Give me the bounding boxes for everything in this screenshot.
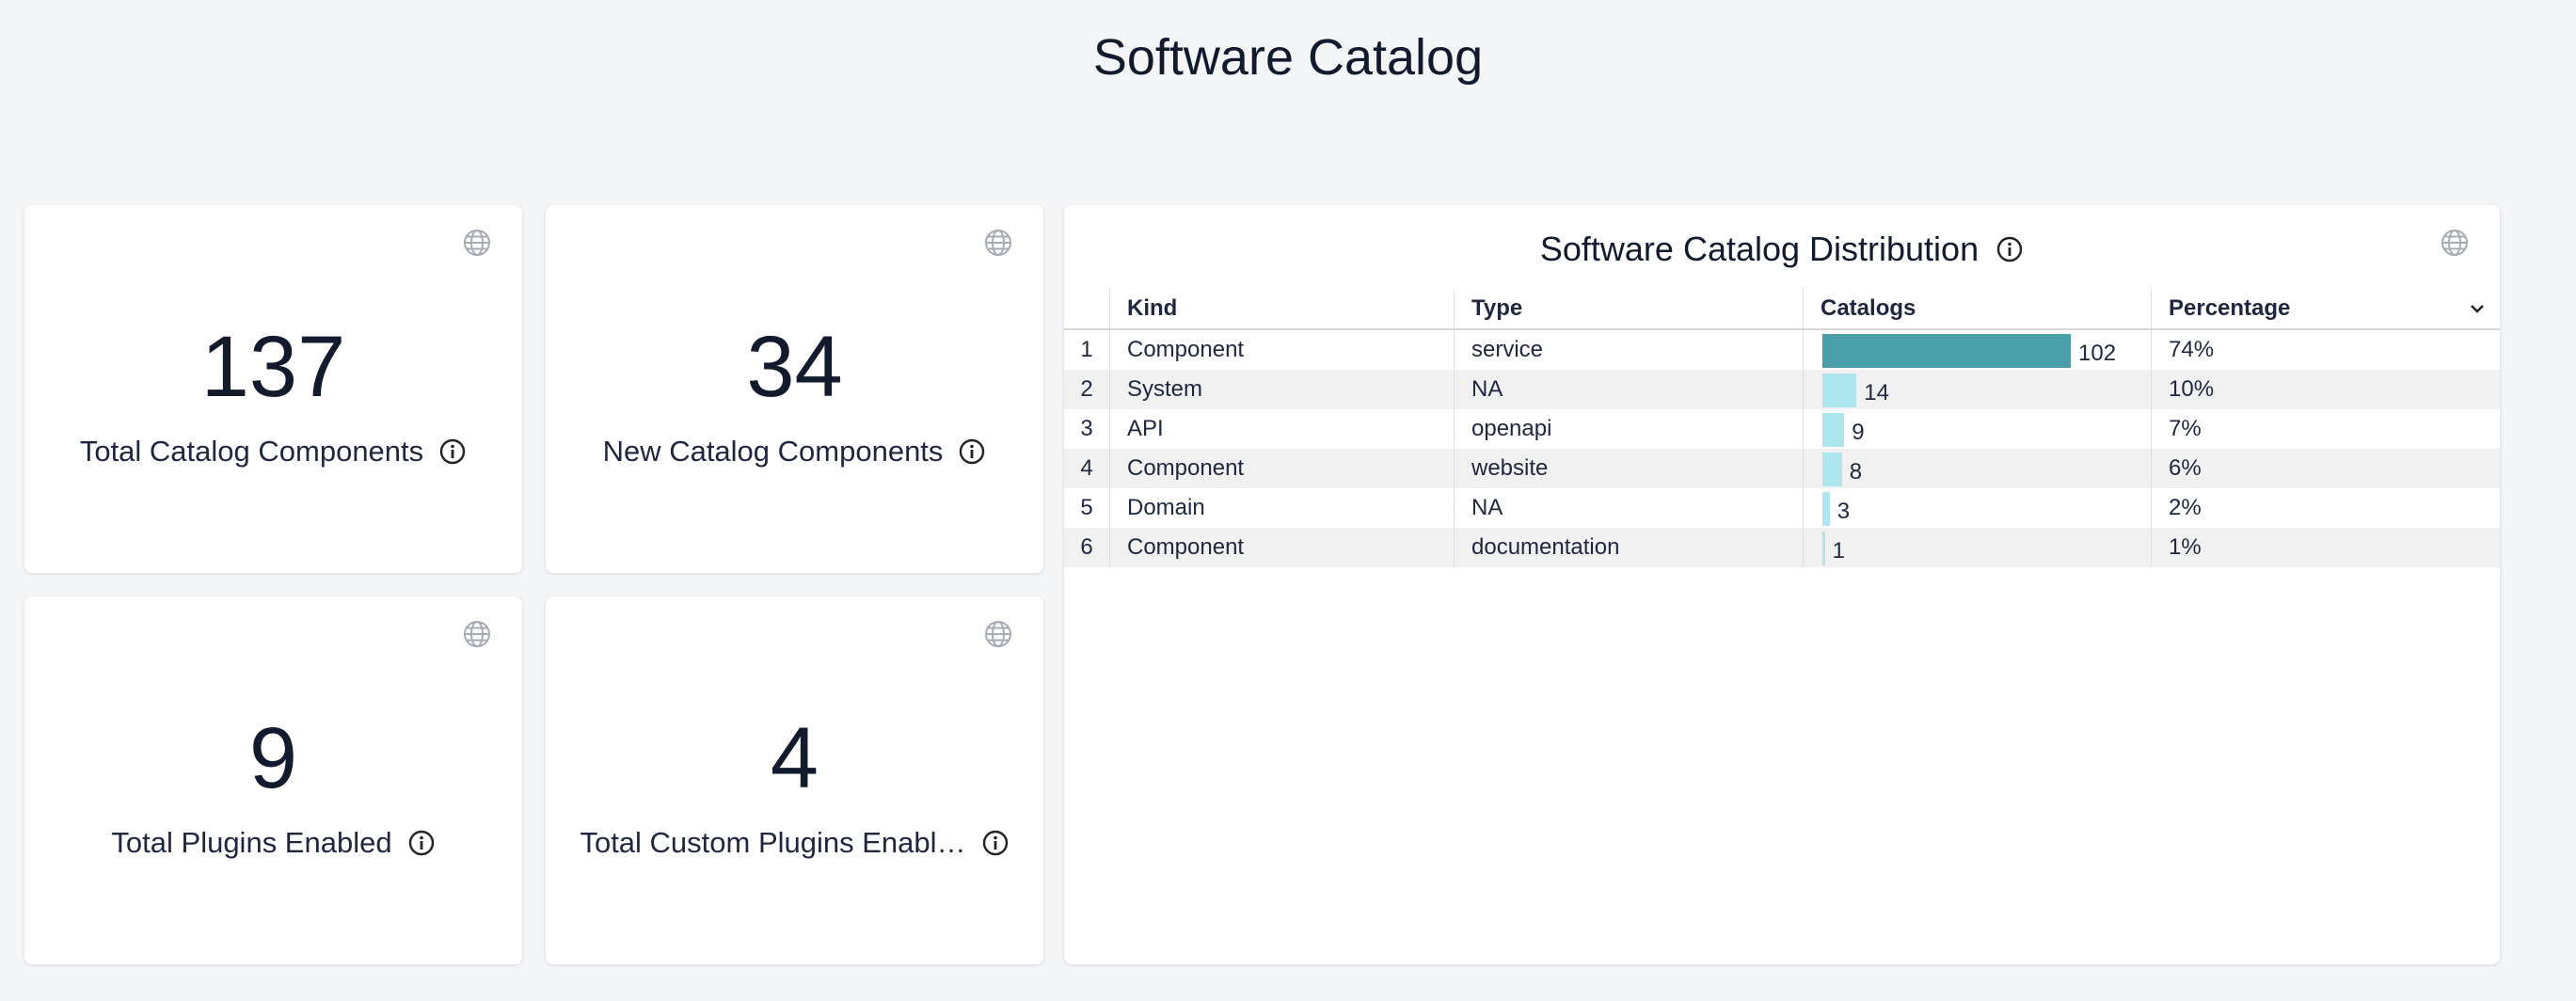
catalog-value: 14 <box>1864 380 1889 405</box>
globe-icon[interactable] <box>983 228 1013 258</box>
table-row: 4 Component website 8 6% <box>1064 449 2500 488</box>
cell-percentage: 6% <box>2151 449 2500 488</box>
page-title: Software Catalog <box>1092 29 1484 86</box>
info-icon[interactable] <box>958 437 986 466</box>
row-number-header <box>1064 289 1109 328</box>
cell-catalogs: 14 <box>1803 370 2151 409</box>
catalog-value: 3 <box>1837 499 1851 524</box>
metric-label: Total Custom Plugins Enabl… <box>580 826 966 859</box>
cell-kind: API <box>1109 409 1454 449</box>
cell-percentage: 10% <box>2151 370 2500 409</box>
cell-catalogs: 9 <box>1803 409 2151 449</box>
table-row: 3 API openapi 9 7% <box>1064 409 2500 449</box>
metric-label: New Catalog Components <box>602 435 944 468</box>
row-number: 5 <box>1080 495 1093 520</box>
globe-icon[interactable] <box>2440 228 2470 258</box>
info-icon[interactable] <box>438 437 467 466</box>
row-number: 2 <box>1080 376 1093 402</box>
table-header-row: Kind Type Catalogs Percentage <box>1064 289 2500 330</box>
cell-percentage: 1% <box>2151 528 2500 567</box>
table-card: Software Catalog Distribution Kind Type Ca… <box>1064 205 2500 964</box>
cell-kind: Component <box>1109 528 1454 567</box>
info-icon[interactable] <box>407 829 436 857</box>
catalog-bar <box>1822 334 2071 368</box>
globe-icon[interactable] <box>462 228 492 258</box>
cell-type: NA <box>1454 488 1803 528</box>
catalog-value: 102 <box>2078 341 2117 366</box>
metric-label-row: Total Catalog Components <box>24 435 522 469</box>
catalog-bar <box>1822 413 1845 447</box>
catalog-bar <box>1822 492 1830 526</box>
table-row: 6 Component documentation 1 1% <box>1064 528 2500 567</box>
metric-label-row: New Catalog Components <box>546 435 1043 469</box>
column-header: Catalogs <box>1803 289 2151 328</box>
cell-percentage: 7% <box>2151 409 2500 449</box>
sort-icon[interactable] <box>2468 299 2487 318</box>
cell-catalogs: 8 <box>1803 449 2151 488</box>
table-row: 1 Component service 102 74% <box>1064 330 2500 370</box>
cell-kind: Domain <box>1109 488 1454 528</box>
metric-card: 34 New Catalog Components <box>546 205 1043 573</box>
cell-type: service <box>1454 330 1803 370</box>
column-header: Type <box>1454 289 1803 328</box>
metric-label-row: Total Plugins Enabled <box>24 826 522 860</box>
table-row: 2 System NA 14 10% <box>1064 370 2500 409</box>
metric-value: 34 <box>746 319 843 415</box>
catalog-value: 1 <box>1832 538 1845 564</box>
row-number: 1 <box>1080 337 1093 362</box>
cell-percentage: 74% <box>2151 330 2500 370</box>
metric-value: 9 <box>248 710 298 806</box>
column-header: Kind <box>1109 289 1454 328</box>
globe-icon[interactable] <box>462 619 492 649</box>
metric-value: 137 <box>200 319 346 415</box>
table-title: Software Catalog Distribution <box>1539 230 1980 268</box>
cell-catalogs: 102 <box>1803 330 2151 370</box>
catalog-bar <box>1822 453 1842 486</box>
metric-card: 137 Total Catalog Components <box>24 205 522 573</box>
cell-type: openapi <box>1454 409 1803 449</box>
catalog-bar <box>1822 373 1857 407</box>
metric-label: Total Plugins Enabled <box>111 826 392 859</box>
catalog-value: 8 <box>1849 459 1863 485</box>
row-number: 4 <box>1080 455 1093 481</box>
catalog-bar <box>1822 532 1825 565</box>
info-icon[interactable] <box>1996 235 2024 263</box>
metric-card: 9 Total Plugins Enabled <box>24 596 522 964</box>
row-number: 6 <box>1080 534 1093 560</box>
cell-kind: System <box>1109 370 1454 409</box>
metric-label-row: Total Custom Plugins Enabl… <box>546 826 1043 860</box>
cell-catalogs: 1 <box>1803 528 2151 567</box>
table: Kind Type Catalogs Percentage 1 Component serv… <box>1064 289 2500 567</box>
metric-value: 4 <box>770 710 819 806</box>
cell-type: documentation <box>1454 528 1803 567</box>
table-row: 5 Domain NA 3 2% <box>1064 488 2500 528</box>
info-icon[interactable] <box>981 829 1010 857</box>
catalog-value: 9 <box>1852 420 1865 445</box>
row-number: 3 <box>1080 416 1093 441</box>
cell-type: website <box>1454 449 1803 488</box>
column-header: Percentage <box>2151 289 2500 328</box>
globe-icon[interactable] <box>983 619 1013 649</box>
cell-catalogs: 3 <box>1803 488 2151 528</box>
cell-kind: Component <box>1109 330 1454 370</box>
metric-card: 4 Total Custom Plugins Enabl… <box>546 596 1043 964</box>
metric-label: Total Catalog Components <box>79 435 424 468</box>
cell-kind: Component <box>1109 449 1454 488</box>
cell-percentage: 2% <box>2151 488 2500 528</box>
table-header: Software Catalog Distribution <box>1064 230 2500 269</box>
cell-type: NA <box>1454 370 1803 409</box>
